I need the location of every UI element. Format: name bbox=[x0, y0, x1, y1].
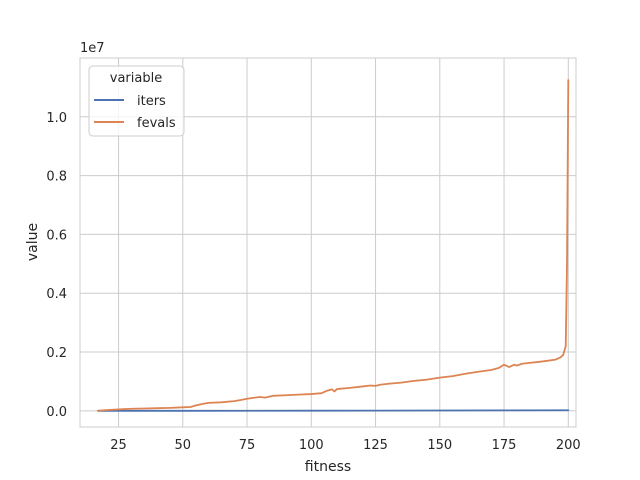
y-axis-ticks: 0.0 0.2 0.4 0.6 0.8 1.0 bbox=[46, 111, 67, 420]
x-tick-label: 150 bbox=[427, 438, 452, 453]
y-tick-label: 0.6 bbox=[46, 228, 67, 243]
legend: variable iters fevals bbox=[88, 65, 185, 137]
x-tick-label: 125 bbox=[363, 438, 388, 453]
y-offset-label: 1e7 bbox=[80, 41, 105, 56]
x-tick-label: 75 bbox=[239, 438, 256, 453]
x-tick-label: 200 bbox=[556, 438, 581, 453]
legend-title: variable bbox=[110, 71, 162, 86]
x-axis-title: fitness bbox=[305, 459, 351, 475]
y-tick-label: 1.0 bbox=[46, 111, 67, 126]
series-line-iters bbox=[97, 409, 570, 412]
series-lines bbox=[97, 79, 570, 412]
x-tick-label: 175 bbox=[492, 438, 517, 453]
x-axis-ticks: 25 50 75 100 125 150 175 200 bbox=[110, 438, 580, 453]
legend-label-iters: iters bbox=[137, 94, 166, 109]
series-line-fevals bbox=[97, 79, 570, 412]
y-tick-label: 0.0 bbox=[46, 405, 67, 420]
legend-label-fevals: fevals bbox=[137, 116, 176, 131]
legend-box bbox=[88, 65, 185, 137]
y-axis-title: value bbox=[25, 223, 41, 261]
plot-area-frame bbox=[79, 57, 577, 428]
x-tick-label: 100 bbox=[299, 438, 324, 453]
x-tick-label: 25 bbox=[110, 438, 127, 453]
y-tick-label: 0.2 bbox=[46, 346, 67, 361]
y-tick-label: 0.4 bbox=[46, 287, 67, 302]
y-tick-label: 0.8 bbox=[46, 170, 67, 185]
x-tick-label: 50 bbox=[175, 438, 192, 453]
